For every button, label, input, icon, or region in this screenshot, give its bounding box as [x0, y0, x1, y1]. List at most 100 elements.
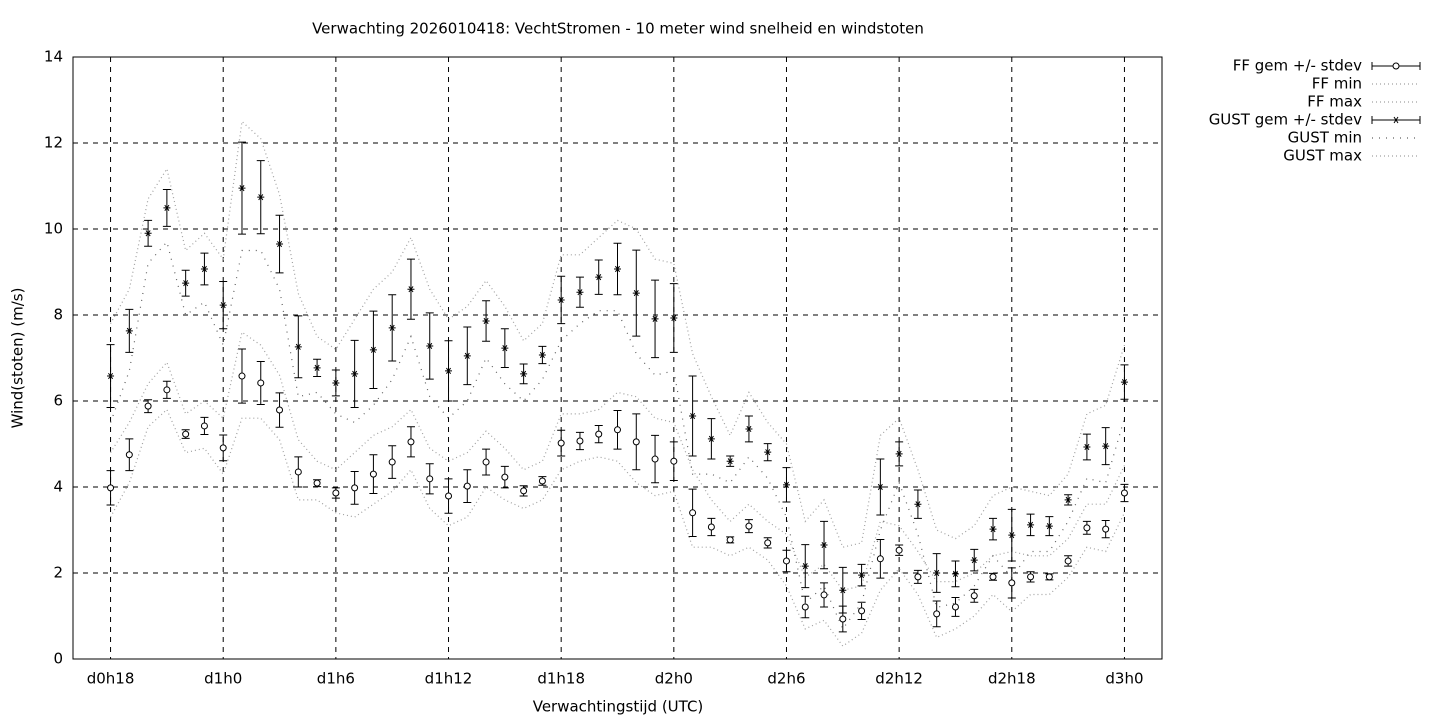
- y-tick-label: 4: [53, 478, 63, 496]
- data-point: [576, 289, 584, 296]
- data-point: [463, 352, 471, 359]
- legend-label: FF max: [1307, 93, 1362, 111]
- data-point: [407, 286, 415, 293]
- line-series: [110, 120, 1126, 548]
- data-point: [1064, 557, 1072, 565]
- x-tick-label: d1h6: [317, 670, 355, 688]
- data-point: [538, 351, 546, 359]
- chart-title: Verwachting 2026010418: VechtStromen - 1…: [312, 20, 924, 38]
- data-point: [914, 501, 922, 508]
- data-point: [200, 422, 208, 430]
- data-point: [801, 563, 809, 570]
- data-point: [820, 541, 828, 549]
- data-point: [276, 406, 284, 414]
- data-point: [144, 230, 152, 237]
- data-point: [388, 458, 396, 466]
- data-point: [520, 487, 528, 495]
- data-point: [1045, 523, 1053, 530]
- data-point: [482, 458, 490, 466]
- y-tick-label: 8: [53, 306, 63, 324]
- line-series: [110, 331, 1125, 591]
- data-point: [369, 346, 377, 353]
- data-point: [895, 450, 903, 457]
- data-point: [764, 539, 772, 547]
- data-point: [1102, 443, 1110, 450]
- data-point: [313, 479, 321, 487]
- data-point: [107, 372, 115, 380]
- data-point: [163, 386, 171, 394]
- legend-marker: [1392, 62, 1400, 70]
- data-point: [407, 438, 415, 446]
- data-point: [1120, 378, 1128, 386]
- data-point: [632, 438, 640, 446]
- data-point: [726, 458, 734, 465]
- data-point: [970, 592, 978, 600]
- data-point: [426, 475, 434, 483]
- y-tick-label: 12: [44, 134, 63, 152]
- x-tick-label: d2h12: [875, 670, 923, 688]
- data-point: [1008, 532, 1016, 539]
- data-point: [107, 484, 115, 492]
- x-tick-label: d2h6: [767, 670, 805, 688]
- data-point: [951, 603, 959, 611]
- data-point: [670, 457, 678, 465]
- data-point: [970, 557, 978, 564]
- data-point: [125, 451, 133, 459]
- data-point: [651, 315, 659, 322]
- y-axis-label: Wind(stoten) (m/s): [9, 288, 27, 429]
- data-point: [163, 204, 171, 212]
- data-point: [858, 572, 866, 579]
- data-point: [933, 569, 941, 577]
- data-point: [388, 324, 396, 331]
- data-point: [238, 185, 246, 192]
- y-tick-label: 6: [53, 392, 63, 410]
- legend-label: GUST gem +/- stdev: [1209, 111, 1362, 129]
- data-point: [557, 296, 565, 304]
- legend-label: GUST max: [1283, 147, 1362, 165]
- x-tick-label: d0h18: [87, 670, 135, 688]
- data-point: [839, 587, 847, 594]
- y-tick-label: 14: [44, 48, 63, 66]
- x-axis-label: Verwachtingstijd (UTC): [533, 698, 704, 716]
- data-point: [294, 343, 302, 350]
- data-point: [707, 435, 715, 442]
- plot-border: [72, 56, 1163, 660]
- x-tick-label: d1h12: [425, 670, 473, 688]
- data-point: [445, 492, 453, 500]
- legend-marker: [1392, 116, 1400, 124]
- data-point: [876, 555, 884, 563]
- data-point: [313, 364, 321, 371]
- data-point: [1083, 443, 1091, 451]
- data-point: [1083, 524, 1091, 532]
- data-point: [614, 265, 621, 273]
- data-point: [951, 570, 959, 577]
- data-point: [595, 274, 603, 281]
- data-point: [1027, 573, 1035, 581]
- data-point: [1102, 525, 1110, 533]
- data-point: [276, 240, 284, 248]
- data-point: [501, 345, 509, 352]
- data-point: [182, 430, 190, 438]
- data-point: [933, 610, 941, 618]
- data-point: [745, 425, 753, 433]
- x-tick-label: d1h0: [204, 670, 242, 688]
- data-point: [257, 194, 265, 201]
- data-point: [557, 439, 565, 447]
- data-point: [745, 522, 753, 530]
- data-point: [125, 327, 133, 335]
- data-point: [858, 607, 866, 615]
- data-point: [294, 468, 302, 476]
- data-point: [182, 280, 190, 287]
- line-series: [110, 408, 1125, 647]
- data-point: [1064, 496, 1072, 503]
- data-point: [369, 470, 377, 478]
- data-point: [520, 370, 528, 378]
- data-point: [801, 603, 809, 611]
- legend-label: FF gem +/- stdev: [1233, 57, 1362, 75]
- data-point: [1027, 521, 1035, 528]
- x-tick-label: d3h0: [1105, 670, 1143, 688]
- data-point: [219, 444, 227, 452]
- data-point: [482, 317, 490, 325]
- x-tick-label: d1h18: [537, 670, 585, 688]
